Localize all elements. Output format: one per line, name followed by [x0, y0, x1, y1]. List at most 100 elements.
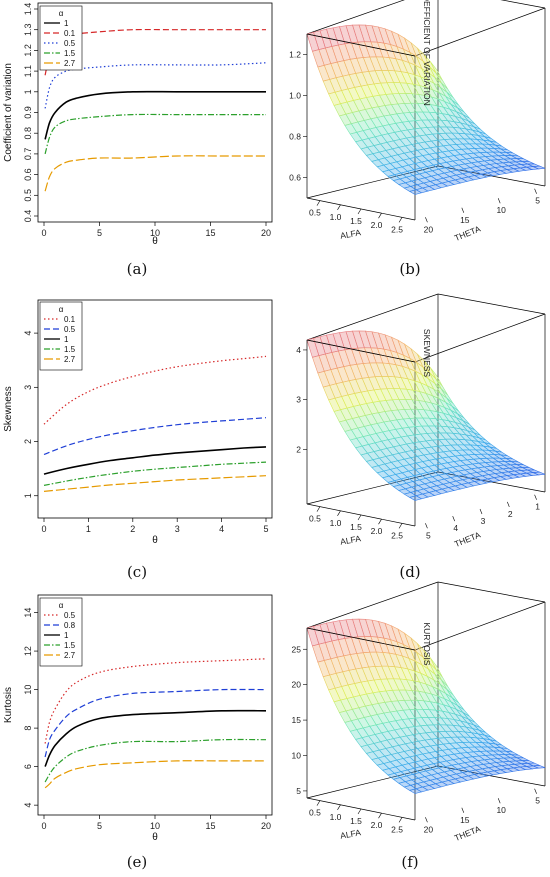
legend-title: α: [59, 601, 64, 610]
theta-tick-mark: [497, 198, 501, 204]
legend: α0.50.811.52.7: [39, 597, 83, 667]
cube-edge: [306, 293, 439, 341]
legend-entry: 1: [64, 19, 69, 28]
alfa-tick-label: 1.0: [330, 212, 342, 222]
x-axis-label: θ: [152, 236, 158, 247]
cube-edge: [306, 33, 416, 57]
z-tick-label: 1.0: [289, 91, 301, 101]
alfa-tick-label: 2.5: [391, 224, 403, 234]
y-tick-label: 1: [23, 493, 33, 498]
alfa-tick-label: 1.5: [350, 522, 362, 532]
theta-tick-mark: [425, 523, 428, 529]
x-tick-label: 15: [205, 821, 215, 831]
y-tick-label: 8: [23, 726, 33, 731]
x-tick-label: 5: [97, 821, 102, 831]
y-tick-label: 6: [23, 764, 33, 769]
legend-entry: 2.7: [64, 355, 76, 364]
x-tick-label: 5: [263, 524, 268, 534]
legend-entry: 0.5: [64, 611, 76, 620]
caption-d: (d): [399, 563, 420, 581]
z-axis-label: COEFFICIENT OF VARIATION: [422, 0, 432, 106]
legend-entry: 0.5: [64, 39, 76, 48]
cube-edge: [306, 627, 416, 651]
legend-entry: 0.1: [64, 29, 76, 38]
theta-tick-mark: [534, 494, 537, 500]
series-line-1: [43, 446, 267, 475]
theta-tick-mark: [452, 516, 455, 522]
x-tick-label: 0: [41, 228, 46, 238]
z-tick-label: 10: [292, 751, 302, 761]
legend-entry: 1.5: [64, 49, 76, 58]
cube-edge: [306, 339, 416, 363]
alfa-tick-mark: [398, 217, 403, 223]
theta-tick-label: 15: [460, 815, 470, 825]
alfa-tick-label: 2.0: [371, 220, 383, 230]
y-tick-label: 4: [23, 331, 33, 336]
z-tick-label: 1.2: [289, 50, 301, 60]
alfa-tick-label: 2.0: [371, 526, 383, 536]
x-tick-label: 2: [130, 524, 135, 534]
series-line-2.7: [44, 155, 266, 192]
z-tick-label: 3: [296, 395, 301, 405]
y-tick-label: 14: [23, 608, 33, 618]
series-line-1.5: [44, 113, 266, 155]
surface-mesh: [306, 330, 546, 501]
series-line-2.7: [44, 760, 266, 789]
alfa-tick-label: 0.5: [309, 208, 321, 218]
theta-tick-label: 5: [426, 530, 431, 540]
theta-tick-mark: [425, 817, 428, 823]
caption-f: (f): [401, 853, 418, 871]
z-tick-label: 25: [292, 644, 302, 654]
plot-frame: [37, 299, 273, 519]
theta-tick-label: 20: [424, 224, 434, 234]
theta-tick-mark: [534, 188, 537, 194]
x-tick-label: 5: [97, 228, 102, 238]
series-line-0.1: [43, 355, 267, 425]
series-line-0.8: [44, 688, 267, 758]
y-tick-label: 3: [23, 385, 33, 390]
alfa-tick-mark: [378, 213, 382, 219]
series-line-0.5: [44, 658, 267, 744]
cube-edge: [306, 0, 405, 35]
alfa-tick-mark: [337, 804, 341, 810]
theta-tick-label: 15: [460, 215, 470, 225]
alfa-tick-label: 2.0: [371, 820, 383, 830]
theta-tick-mark: [534, 788, 537, 794]
alfa-tick-label: 1.5: [350, 816, 362, 826]
x-tick-label: 0: [41, 821, 46, 831]
y-tick-label: 0.5: [23, 189, 33, 202]
legend-entry: 2.7: [64, 651, 76, 660]
z-tick-label: 0.8: [289, 132, 301, 142]
legend-entry: 2.7: [64, 59, 76, 68]
legend-entry: 0.8: [64, 621, 76, 630]
z-axis-label: KURTOSIS: [422, 622, 432, 665]
alfa-tick-label: 2.5: [391, 530, 403, 540]
theta-tick-mark: [461, 207, 465, 213]
theta-tick-label: 1: [535, 502, 540, 512]
legend-entry: 0.1: [64, 315, 76, 324]
chart-e: 0 5 10 15 20 4 6 8 10 12 14 θ Kurtosis α0.50.811.52.7: [3, 594, 273, 843]
surface-facet: [306, 31, 320, 52]
z-tick-label: 0.6: [289, 173, 301, 183]
alfa-tick-mark: [357, 808, 362, 815]
y-tick-label: 1.3: [23, 23, 33, 36]
series-line-1.5: [44, 738, 267, 783]
series-line-1: [44, 709, 267, 767]
alfa-tick-mark: [357, 208, 362, 215]
legend: α10.10.51.52.7: [39, 5, 83, 71]
legend-entry: 1.5: [64, 641, 76, 650]
y-tick-label: 0.6: [23, 168, 33, 181]
theta-tick-label: 4: [453, 523, 458, 533]
theta-axis-label: THETA: [453, 223, 482, 243]
theta-tick-label: 5: [535, 796, 540, 806]
theta-tick-mark: [479, 508, 483, 515]
series-line-0.5: [43, 417, 267, 456]
z-tick-label: 20: [292, 680, 302, 690]
legend-box: [39, 5, 83, 71]
caption-a: (a): [127, 260, 148, 278]
alfa-tick-mark: [398, 817, 403, 823]
alfa-tick-label: 1.0: [330, 518, 342, 528]
theta-tick-mark: [497, 798, 501, 804]
